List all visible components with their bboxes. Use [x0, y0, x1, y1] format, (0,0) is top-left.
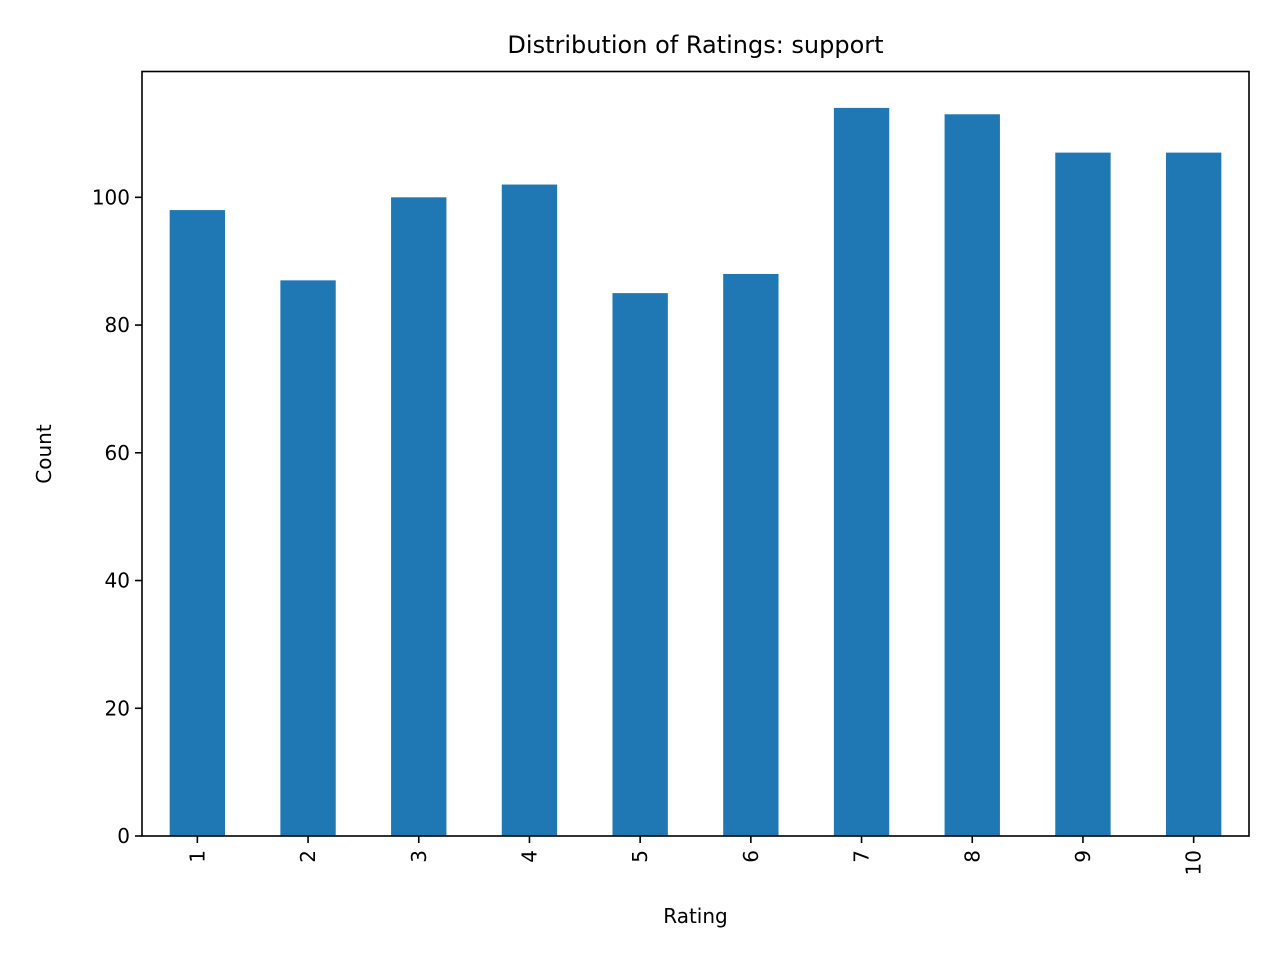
x-tick-label: 6	[739, 850, 763, 863]
bar-rating-3	[391, 197, 447, 836]
y-tick-label: 80	[105, 313, 130, 337]
bars-group	[169, 107, 1222, 837]
bar-rating-10	[1165, 152, 1222, 837]
y-tick-label: 20	[105, 696, 130, 720]
x-axis: 1 2 3 4 5 6 7 8 9 10	[185, 836, 1206, 875]
bar-rating-5	[612, 293, 668, 836]
bar-rating-1	[169, 210, 226, 837]
y-axis-label: Count	[32, 424, 56, 484]
bar-rating-4	[501, 184, 558, 837]
x-tick-label: 7	[850, 850, 874, 863]
y-tick-label: 0	[117, 824, 130, 848]
y-axis: 0 20 40 60 80 100	[92, 185, 142, 848]
x-axis-label: Rating	[663, 904, 727, 928]
x-tick-label: 1	[185, 850, 209, 863]
bar-rating-7	[833, 107, 890, 836]
chart-title: Distribution of Ratings: support	[507, 31, 883, 59]
x-tick-label: 9	[1071, 850, 1095, 863]
x-tick-label: 2	[296, 850, 320, 863]
x-tick-label: 10	[1182, 850, 1206, 875]
bar-rating-9	[1055, 152, 1111, 837]
bar-rating-2	[280, 280, 336, 837]
bar-rating-8	[944, 114, 1000, 837]
plot-frame	[141, 70, 1250, 837]
x-tick-label: 3	[407, 850, 431, 863]
y-tick-label: 100	[92, 185, 130, 209]
bar-rating-6	[723, 273, 779, 837]
y-tick-label: 40	[105, 569, 130, 593]
y-tick-label: 60	[105, 441, 130, 465]
x-tick-label: 8	[960, 850, 984, 863]
x-tick-label: 5	[628, 850, 652, 863]
x-tick-label: 4	[517, 850, 541, 863]
